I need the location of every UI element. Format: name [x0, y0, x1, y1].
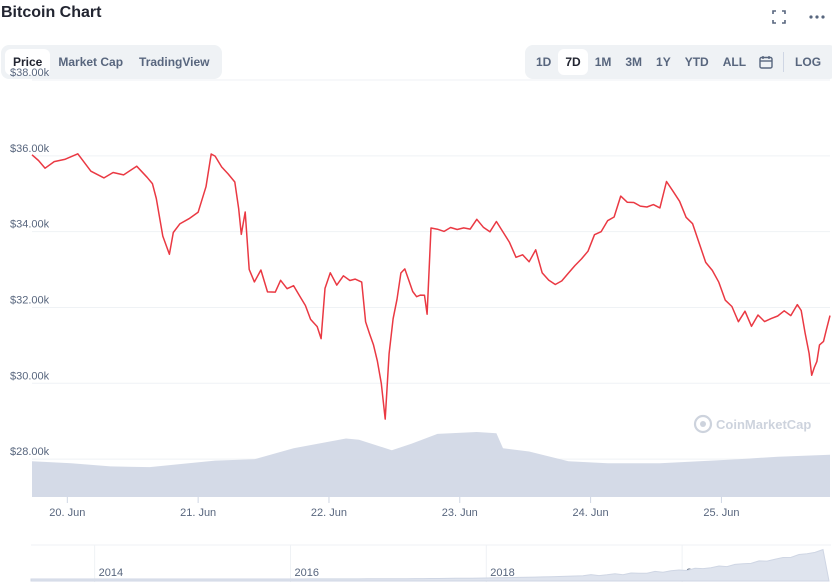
x-tick-label: 21. Jun — [180, 507, 216, 519]
range-1d-button[interactable]: 1D — [536, 55, 552, 69]
x-tick-label: 22. Jun — [311, 507, 347, 519]
tab-market-cap[interactable]: Market Cap — [58, 55, 124, 69]
volume-area — [32, 432, 830, 497]
x-tick-label: 24. Jun — [573, 507, 609, 519]
calendar-icon[interactable] — [753, 55, 779, 69]
fullscreen-icon[interactable] — [770, 8, 788, 26]
range-ytd-button[interactable]: YTD — [684, 55, 709, 69]
navigator-year-label: 2014 — [99, 567, 123, 579]
navigator-year-label: 2016 — [294, 567, 318, 579]
log-scale-button[interactable]: LOG — [795, 55, 822, 69]
tab-price[interactable]: Price — [5, 49, 51, 75]
range-divider — [783, 52, 785, 72]
watermark-text: CoinMarketCap — [716, 417, 811, 432]
y-tick-label: $36.00k — [10, 143, 50, 155]
grid-lines — [32, 79, 830, 460]
coinmarketcap-watermark: CoinMarketCap — [693, 414, 811, 434]
chart-title: Bitcoin Chart — [1, 4, 102, 21]
tab-tradingview[interactable]: TradingView — [139, 55, 210, 69]
price-line-series — [31, 153, 831, 420]
y-tick-label: $30.00k — [10, 370, 50, 382]
y-tick-label: $34.00k — [10, 219, 50, 231]
navigator-area — [30, 548, 830, 582]
y-tick-label: $32.00k — [10, 294, 50, 306]
range-navigator[interactable]: 2014201620182020 — [30, 544, 831, 582]
x-axis: 20. Jun 21. Jun 22. Jun 23. Jun 24. Jun 25. J… — [49, 497, 739, 519]
chart-type-tabs: Price Market Cap TradingView — [1, 45, 222, 79]
navigator-year-label: 2018 — [490, 567, 514, 579]
x-tick-label: 20. Jun — [49, 507, 85, 519]
time-range-selector: 1D 7D 1M 3M 1Y YTD ALL LOG — [525, 45, 832, 79]
x-tick-label: 23. Jun — [442, 507, 478, 519]
range-1y-button[interactable]: 1Y — [656, 55, 671, 69]
range-7d-button[interactable]: 7D — [558, 49, 588, 75]
range-1m-button[interactable]: 1M — [594, 55, 612, 69]
more-icon[interactable] — [808, 8, 826, 26]
range-all-button[interactable]: ALL — [722, 55, 747, 69]
y-tick-label: $38.00k — [10, 67, 50, 79]
top-icons — [770, 8, 826, 26]
x-tick-label: 25. Jun — [703, 507, 739, 519]
y-tick-label: $28.00k — [10, 446, 50, 458]
range-3m-button[interactable]: 3M — [625, 55, 643, 69]
y-axis: $28.00k $30.00k $32.00k $34.00k $36.00k $38.0… — [10, 67, 50, 458]
